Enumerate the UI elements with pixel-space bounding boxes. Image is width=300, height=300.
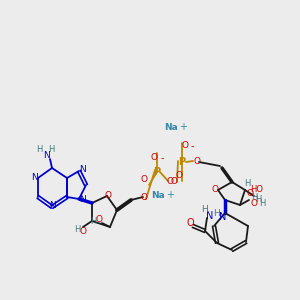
Text: O: O: [95, 215, 103, 224]
Text: O: O: [167, 178, 173, 187]
Text: O: O: [104, 190, 112, 200]
Text: O: O: [182, 142, 188, 151]
Text: N: N: [31, 173, 38, 182]
Text: P: P: [178, 157, 186, 167]
Text: -: -: [160, 153, 164, 163]
Text: N: N: [49, 202, 56, 211]
Text: H: H: [259, 199, 265, 208]
Text: O: O: [250, 199, 257, 208]
Text: N: N: [219, 212, 227, 222]
Text: O: O: [151, 152, 158, 161]
Text: O: O: [80, 226, 86, 236]
Text: H: H: [36, 146, 42, 154]
Text: O: O: [212, 184, 218, 194]
Text: O: O: [140, 193, 148, 202]
Text: O: O: [194, 158, 200, 166]
Text: H: H: [90, 217, 96, 226]
Text: -: -: [190, 141, 194, 151]
Text: H: H: [251, 193, 257, 202]
Text: H: H: [213, 208, 219, 217]
Text: O: O: [176, 172, 182, 181]
Text: H: H: [255, 194, 261, 203]
Text: N: N: [206, 211, 214, 221]
Text: Na: Na: [151, 190, 165, 200]
Text: N: N: [43, 151, 50, 160]
Text: O: O: [247, 190, 254, 199]
Text: O: O: [140, 175, 148, 184]
Text: P: P: [153, 167, 161, 177]
Text: +: +: [179, 122, 187, 132]
Text: H: H: [74, 224, 80, 233]
Text: +: +: [166, 190, 174, 200]
Text: H: H: [244, 179, 250, 188]
Text: H: H: [202, 205, 208, 214]
Text: O: O: [186, 218, 194, 228]
Text: O: O: [170, 176, 178, 185]
Text: HO: HO: [250, 185, 263, 194]
Text: H: H: [48, 146, 54, 154]
Text: N: N: [80, 166, 86, 175]
Text: Na: Na: [164, 124, 178, 133]
Text: N: N: [79, 196, 86, 205]
